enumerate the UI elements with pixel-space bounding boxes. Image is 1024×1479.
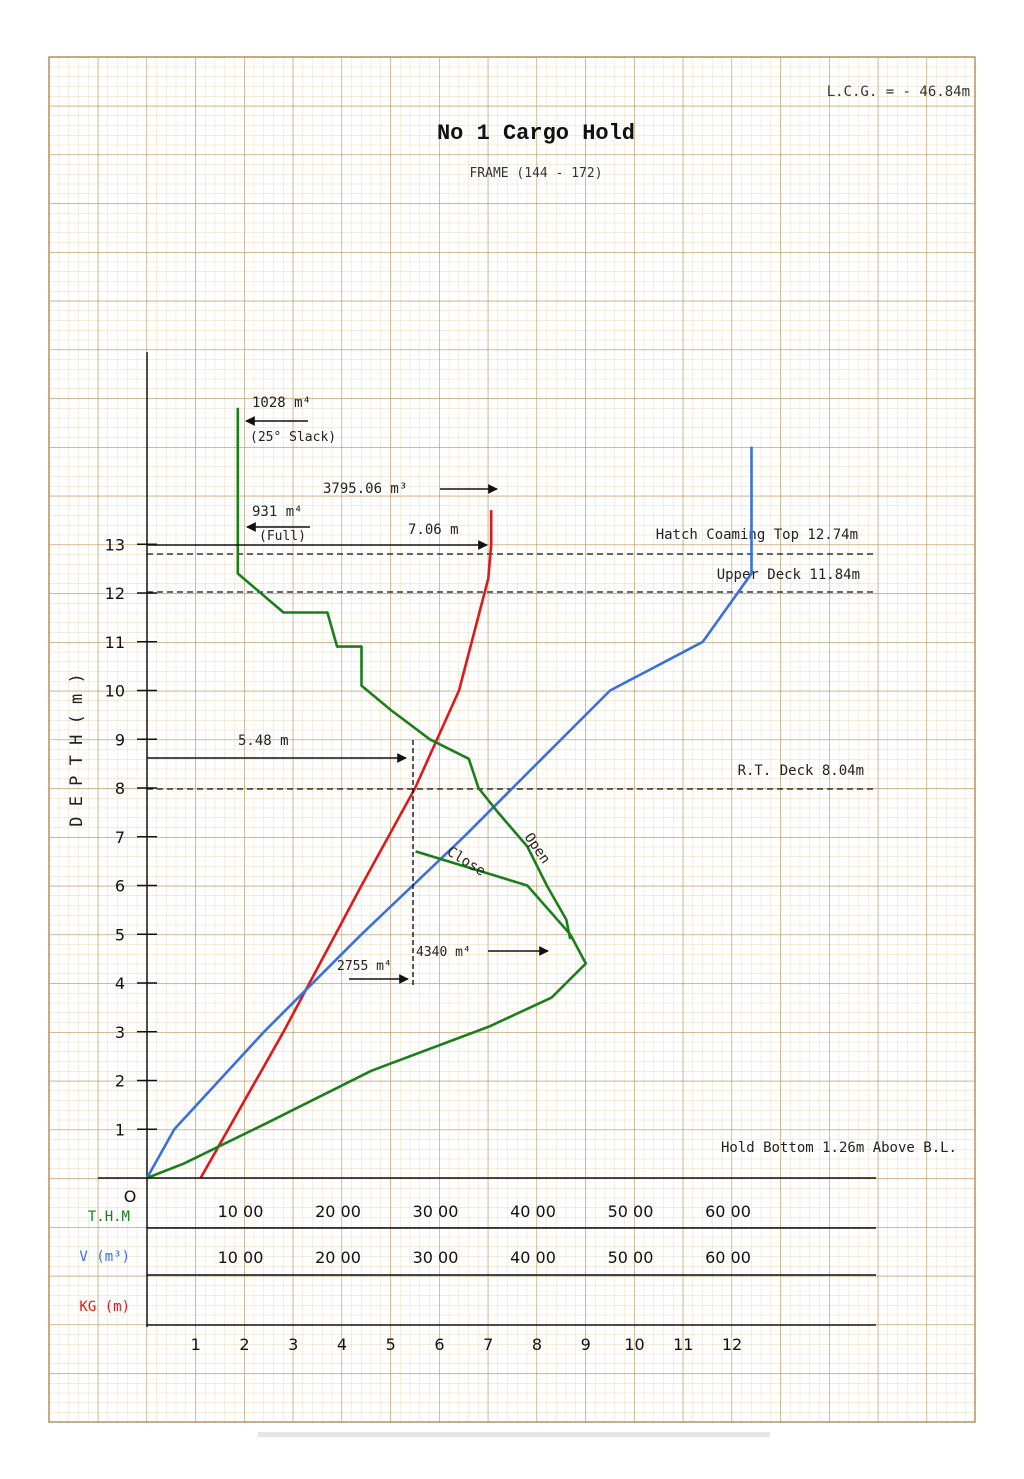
thm-tick-label: 20 00 xyxy=(315,1202,361,1221)
y-tick-label: 10 xyxy=(105,682,125,701)
thm-mid-value-label: 2755 m⁴ xyxy=(337,959,392,974)
curves xyxy=(145,407,753,1180)
thm-tick-label: 50 00 xyxy=(608,1202,654,1221)
volume-tick-label: 30 00 xyxy=(413,1248,459,1267)
slack-value-label: 1028 m⁴ xyxy=(252,395,311,411)
kg-mid-value-label: 5.48 m xyxy=(238,733,289,749)
slack-note-label: (25° Slack) xyxy=(250,430,336,445)
kg-tick-label: 11 xyxy=(673,1335,693,1354)
volume-tick-label: 40 00 xyxy=(510,1248,556,1267)
y-tick-label: 11 xyxy=(105,633,125,652)
y-tick-label: 2 xyxy=(115,1072,125,1091)
kg-tick-label: 1 xyxy=(191,1335,201,1354)
kg-tick-label: 8 xyxy=(532,1335,542,1354)
lcg-label: L.C.G. = - 46.84m xyxy=(827,84,970,100)
major-grid xyxy=(49,57,975,1422)
kg-tick-label: 3 xyxy=(288,1335,298,1354)
y-tick-label: 7 xyxy=(115,828,125,847)
y-tick-label: 13 xyxy=(105,535,125,554)
rt-deck-label: R.T. Deck 8.04m xyxy=(738,763,864,779)
kg-tick-label: 4 xyxy=(337,1335,347,1354)
kg-curve xyxy=(199,510,493,1179)
kg-tick-label: 6 xyxy=(434,1335,444,1354)
y-tick-label: 5 xyxy=(115,925,125,944)
volume-curve xyxy=(145,446,753,1179)
y-tick-label: 6 xyxy=(115,877,125,896)
scale-table xyxy=(98,1177,876,1326)
footer-smudge xyxy=(258,1432,770,1437)
kg-tick-label: 12 xyxy=(722,1335,742,1354)
thm-tick-label: 10 00 xyxy=(218,1202,264,1221)
max-thm-value-label: 4340 m⁴ xyxy=(416,945,471,960)
upper-deck-label: Upper Deck 11.84m xyxy=(717,567,860,583)
hatch-coaming-label: Hatch Coaming Top 12.74m xyxy=(656,527,858,543)
thm_close-curve xyxy=(146,850,588,1180)
y-tick-label: 3 xyxy=(115,1023,125,1042)
kg-tick-label: 10 xyxy=(624,1335,644,1354)
origin-label: O xyxy=(124,1187,137,1206)
thm-tick-label: 30 00 xyxy=(413,1202,459,1221)
y-tick-label: 1 xyxy=(115,1120,125,1139)
chart-title: No 1 Cargo Hold xyxy=(437,121,635,146)
volume-tick-label: 50 00 xyxy=(608,1248,654,1267)
volume-tick-label: 60 00 xyxy=(705,1248,751,1267)
thm-tick-label: 40 00 xyxy=(510,1202,556,1221)
thm-tick-label: 60 00 xyxy=(705,1202,751,1221)
hold-bottom-label: Hold Bottom 1.26m Above B.L. xyxy=(721,1140,957,1156)
volume-value-label: 3795.06 m³ xyxy=(323,481,407,497)
y-tick-label: 12 xyxy=(105,584,125,603)
volume-tick-label: 20 00 xyxy=(315,1248,361,1267)
kg-row-label: KG (m) xyxy=(79,1299,130,1315)
thm_open-curve xyxy=(236,407,572,940)
kg-tick-label: 2 xyxy=(239,1335,249,1354)
kg-tick-label: 7 xyxy=(483,1335,493,1354)
volume-tick-label: 10 00 xyxy=(218,1248,264,1267)
y-tick-label: 4 xyxy=(115,974,125,993)
volume-row-label: V (m³) xyxy=(79,1249,130,1265)
full-note-label: (Full) xyxy=(259,529,306,544)
full-value-label: 931 m⁴ xyxy=(252,504,303,520)
y-tick-label: 8 xyxy=(115,779,125,798)
chart-subtitle: FRAME (144 - 172) xyxy=(469,166,602,181)
sheet-border xyxy=(48,56,976,1423)
y-tick-label: 9 xyxy=(115,730,125,749)
y-axis-label: D E P T H ( m ) xyxy=(67,673,87,827)
x-tick-labels: 10 00 20 00 30 00 40 00 50 00 60 00 10 00 20 00… xyxy=(191,1202,751,1354)
thm-row-label: T.H.M xyxy=(88,1209,130,1225)
kg-top-value-label: 7.06 m xyxy=(408,522,459,538)
kg-tick-label: 9 xyxy=(581,1335,591,1354)
kg-tick-label: 5 xyxy=(386,1335,396,1354)
annotation-arrows xyxy=(147,416,549,985)
